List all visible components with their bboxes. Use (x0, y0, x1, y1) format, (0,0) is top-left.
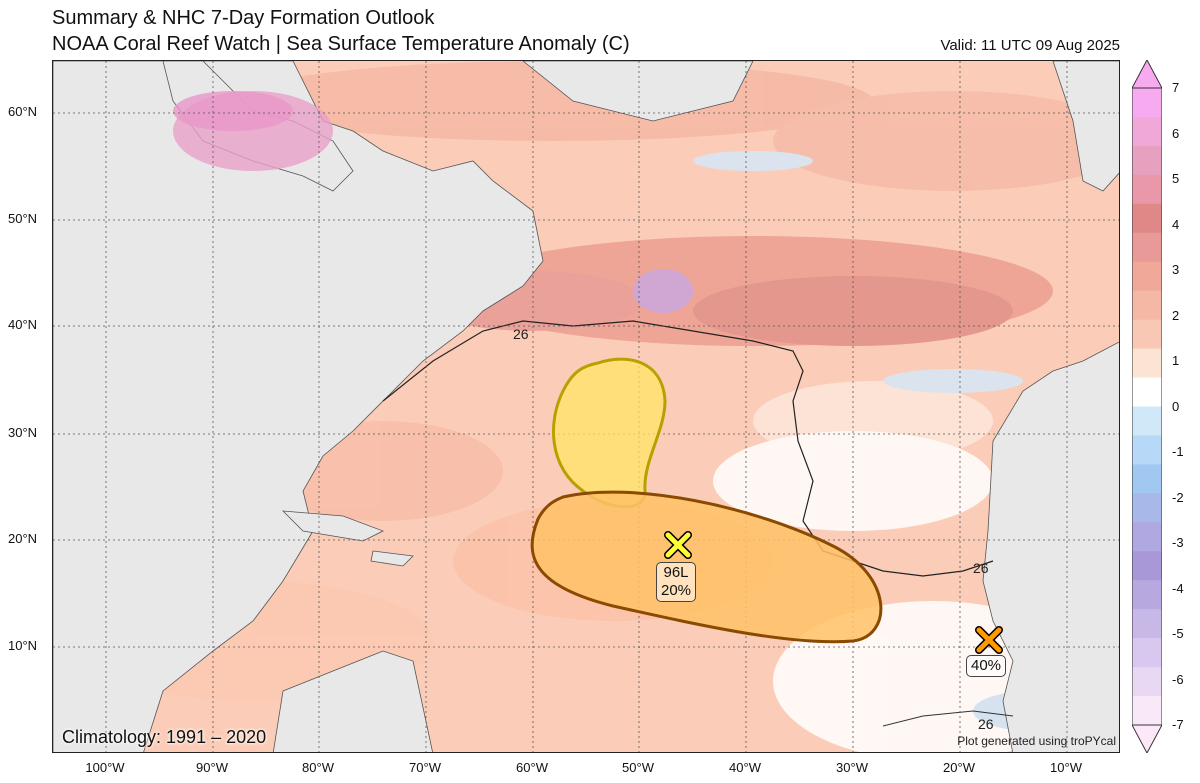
colorbar-tick-label: -3 (1172, 535, 1184, 550)
storm-label-96l: 96L 20% (656, 562, 697, 602)
colorbar-bin (1132, 464, 1162, 494)
storm-chance: 20% (661, 582, 692, 599)
lat-label: 20°N (8, 531, 38, 546)
isotherm-label: 26 (973, 560, 989, 576)
colorbar-tick-label: -4 (1172, 580, 1184, 596)
colorbar-tick-label: 1 (1172, 353, 1180, 368)
colorbar-bin (1132, 435, 1162, 465)
colorbar-bin (1132, 696, 1162, 726)
colorbar-bin (1132, 551, 1162, 581)
lon-label: 20°W (943, 760, 975, 775)
colorbar-tick-label: -2 (1172, 489, 1184, 505)
colorbar-tick-label: -7 (1172, 717, 1184, 732)
lon-label: 40°W (729, 760, 761, 775)
lon-label: 60°W (516, 760, 548, 775)
isotherm-26c (382, 320, 994, 577)
lon-label: 100°W (85, 760, 125, 775)
colorbar-bin (1132, 609, 1162, 639)
colorbar-tick-label: 4 (1172, 216, 1180, 232)
colorbar-bin (1132, 261, 1162, 292)
climatology-note: Climatology: 1991 – 2020 (62, 727, 267, 747)
map-panel: 26 26 26 (52, 60, 1120, 753)
colorbar-bin (1132, 290, 1162, 321)
colorbar-tick-label: 5 (1172, 171, 1180, 186)
lon-label: 80°W (302, 760, 334, 775)
outlook-area-96l[interactable] (530, 490, 883, 644)
colorbar-bin (1132, 232, 1162, 263)
lon-label: 10°W (1050, 760, 1082, 775)
colorbar-bin (1132, 406, 1162, 436)
lon-label: 30°W (836, 760, 868, 775)
colorbar-bin (1132, 319, 1162, 350)
colorbar-bin (1132, 116, 1162, 147)
colorbar-bin (1132, 638, 1162, 668)
storm-chance: 40% (971, 657, 1002, 674)
colorbar-bin (1132, 667, 1162, 697)
colorbar-tick-label: 7 (1172, 80, 1180, 95)
lon-label: 90°W (196, 760, 228, 775)
valid-time: Valid: 11 UTC 09 Aug 2025 (940, 37, 1120, 54)
colorbar-bin (1132, 203, 1162, 234)
lat-label: 10°N (8, 638, 38, 653)
storm-name: 96L (663, 564, 689, 581)
colorbar-tick-label: 3 (1172, 262, 1180, 277)
colorbar-bin (1132, 522, 1162, 552)
colorbar-bin (1132, 145, 1162, 176)
colorbar-tick-label: 0 (1172, 398, 1180, 414)
colorbar-extend-bottom (1132, 724, 1162, 753)
colorbar-bin (1132, 174, 1162, 205)
lat-label: 30°N (8, 425, 38, 440)
lon-label: 50°W (622, 760, 654, 775)
colorbar-bin (1132, 580, 1162, 610)
colorbar-bin (1132, 348, 1162, 379)
storm-label-east: 40% (966, 655, 1007, 677)
colorbar-tick-label: -5 (1172, 626, 1184, 641)
storm-marker-east[interactable] (975, 626, 1003, 654)
colorbar (1132, 60, 1162, 753)
isotherm-label: 26 (513, 326, 529, 342)
colorbar-tick-label: -1 (1172, 444, 1184, 459)
colorbar-tick-label: -6 (1172, 671, 1184, 687)
colorbar-bin (1132, 377, 1162, 407)
colorbar-bin (1132, 493, 1162, 523)
colorbar-bin (1132, 88, 1162, 118)
colorbar-tick-label: 2 (1172, 307, 1180, 323)
colorbar-extend-top (1132, 60, 1162, 89)
lat-label: 60°N (8, 104, 38, 119)
map-subtitle: NOAA Coral Reef Watch | Sea Surface Temp… (52, 33, 630, 55)
lon-label: 70°W (409, 760, 441, 775)
plot-credit: Plot generated using troPYcal (957, 734, 1116, 748)
lat-label: 50°N (8, 211, 38, 226)
map-title: Summary & NHC 7-Day Formation Outlook (52, 7, 435, 29)
storm-marker-96l[interactable] (664, 531, 692, 559)
colorbar-tick-label: 6 (1172, 125, 1180, 141)
lat-label: 40°N (8, 317, 38, 332)
isotherm-label: 26 (978, 716, 994, 732)
